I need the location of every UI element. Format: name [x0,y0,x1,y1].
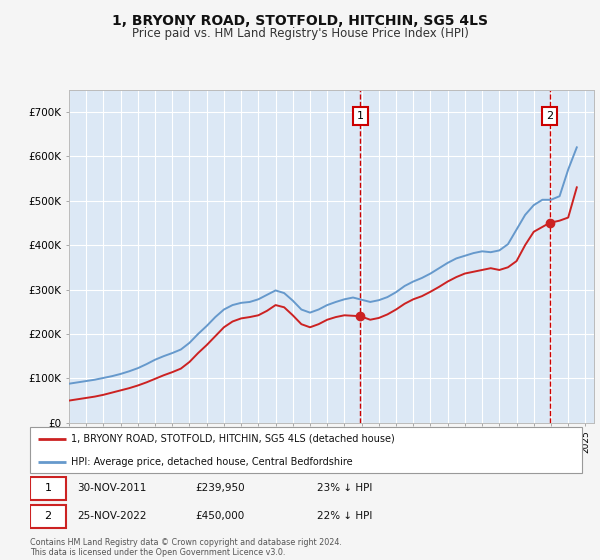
Text: 30-NOV-2011: 30-NOV-2011 [77,483,146,493]
Text: 1, BRYONY ROAD, STOTFOLD, HITCHIN, SG5 4LS: 1, BRYONY ROAD, STOTFOLD, HITCHIN, SG5 4… [112,14,488,28]
Text: 1: 1 [357,111,364,122]
Text: 2: 2 [546,111,553,122]
Text: Price paid vs. HM Land Registry's House Price Index (HPI): Price paid vs. HM Land Registry's House … [131,27,469,40]
Text: 25-NOV-2022: 25-NOV-2022 [77,511,146,521]
Text: £450,000: £450,000 [196,511,245,521]
FancyBboxPatch shape [30,505,66,528]
FancyBboxPatch shape [30,427,582,473]
Text: 22% ↓ HPI: 22% ↓ HPI [317,511,373,521]
Text: HPI: Average price, detached house, Central Bedfordshire: HPI: Average price, detached house, Cent… [71,457,353,466]
Text: 1, BRYONY ROAD, STOTFOLD, HITCHIN, SG5 4LS (detached house): 1, BRYONY ROAD, STOTFOLD, HITCHIN, SG5 4… [71,434,395,444]
Text: 2: 2 [44,511,52,521]
Text: £239,950: £239,950 [196,483,245,493]
Text: 23% ↓ HPI: 23% ↓ HPI [317,483,373,493]
Text: Contains HM Land Registry data © Crown copyright and database right 2024.
This d: Contains HM Land Registry data © Crown c… [30,538,342,557]
FancyBboxPatch shape [30,477,66,500]
Text: 1: 1 [44,483,52,493]
